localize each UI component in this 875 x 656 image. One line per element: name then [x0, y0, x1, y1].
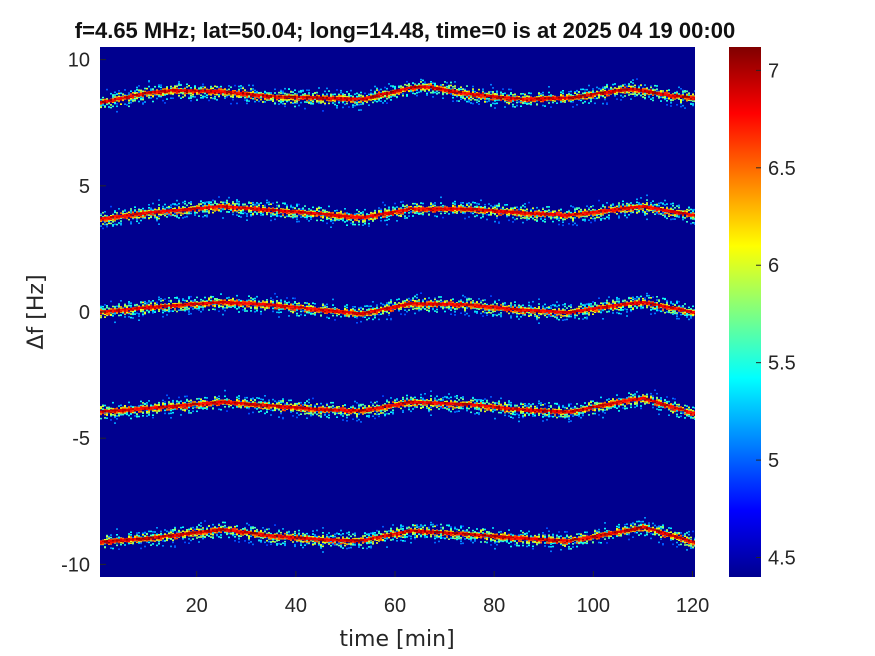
signal-band	[100, 389, 695, 424]
colorbar-tick-label: 5	[768, 450, 779, 472]
colorbar-ticks: 4.5 5 5.5 6 6.5 7	[756, 60, 796, 570]
signal-band	[100, 517, 695, 553]
colorbar-tick-label: 6	[768, 255, 779, 277]
colorbar-tick-label: 5.5	[768, 353, 796, 375]
y-tick-label: 10	[68, 50, 90, 72]
y-axis-label: Δf [Hz]	[24, 274, 49, 349]
chart-title: f=4.65 MHz; lat=50.04; long=14.48, time=…	[75, 18, 735, 43]
x-tick-label: 100	[577, 595, 610, 617]
signal-band	[100, 78, 695, 113]
colorbar-tick-label: 4.5	[768, 548, 796, 570]
colorbar	[729, 47, 761, 577]
x-axis-ticks: 20 40 60 80 100 120	[186, 571, 709, 617]
signal-band	[100, 292, 695, 324]
x-tick-label: 80	[483, 595, 505, 617]
colorbar-tick-label: 6.5	[768, 158, 796, 180]
signal-bands	[100, 78, 695, 553]
y-tick-label: 5	[79, 176, 90, 198]
colorbar-tick-label: 7	[768, 60, 779, 82]
x-tick-label: 40	[285, 595, 307, 617]
y-tick-label: 0	[79, 302, 90, 324]
y-tick-label: -10	[61, 554, 90, 576]
signal-band	[100, 194, 695, 230]
x-tick-label: 20	[186, 595, 208, 617]
x-axis-label: time [min]	[339, 627, 454, 652]
x-tick-label: 120	[676, 595, 709, 617]
y-tick-label: -5	[72, 428, 90, 450]
y-axis-ticks: -10 -5 0 5 10	[61, 50, 106, 576]
x-tick-label: 60	[384, 595, 406, 617]
